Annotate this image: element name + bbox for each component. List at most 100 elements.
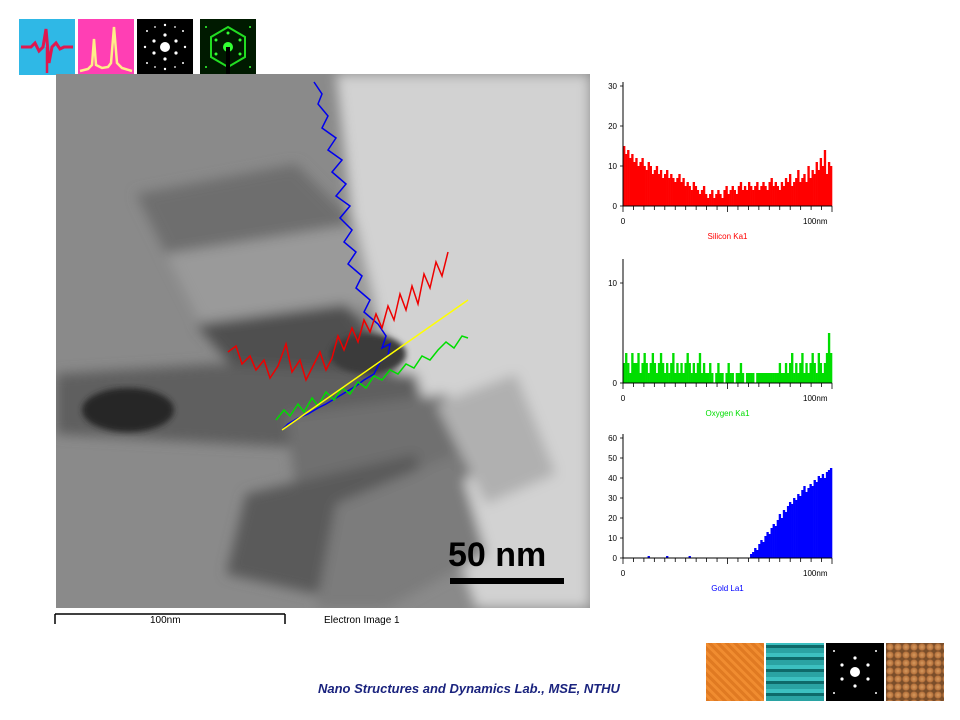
gold-chart-title: Gold La1 bbox=[711, 584, 744, 593]
gold-bar bbox=[772, 524, 775, 558]
silicon-bar bbox=[674, 182, 677, 206]
oxygen-bar bbox=[741, 373, 745, 383]
gold-bar bbox=[817, 476, 821, 558]
gold-bar bbox=[760, 540, 763, 558]
oxygen-bar bbox=[760, 373, 763, 383]
green-diffraction-icon bbox=[200, 19, 256, 75]
oxygen-bar bbox=[641, 363, 644, 383]
oxygen-bar bbox=[668, 373, 671, 383]
silicon-bar bbox=[723, 190, 726, 206]
silicon-bar bbox=[711, 190, 714, 206]
silicon-bar bbox=[768, 182, 771, 206]
gold-bar bbox=[776, 520, 780, 558]
oxygen-bar bbox=[797, 373, 800, 383]
gold-x-tick-label-end: 100nm bbox=[803, 569, 828, 578]
silicon-bar bbox=[776, 186, 780, 206]
oxygen-bar bbox=[772, 373, 775, 383]
gold-y-tick-label: 0 bbox=[613, 554, 618, 563]
gold-bar bbox=[823, 478, 827, 558]
ruler-label: 100nm bbox=[150, 615, 181, 626]
gold-linescan-trace bbox=[281, 81, 391, 431]
diffraction-pattern-icon bbox=[137, 19, 193, 75]
silicon-bar bbox=[715, 194, 718, 206]
silicon-bar bbox=[807, 166, 810, 206]
silicon-bar bbox=[739, 182, 743, 206]
waveform-icon bbox=[19, 19, 75, 75]
silicon-bar bbox=[819, 158, 823, 206]
silicon-bar bbox=[672, 178, 675, 206]
linescan-overlay bbox=[227, 81, 469, 431]
gold-bar bbox=[793, 498, 796, 558]
gold-bar bbox=[754, 548, 757, 558]
oxygen-bar bbox=[776, 373, 780, 383]
silicon-bar bbox=[741, 190, 745, 206]
oxygen-bar bbox=[719, 373, 722, 383]
silicon-bar bbox=[747, 182, 751, 206]
oxygen-bar bbox=[745, 373, 749, 383]
oxygen-bar bbox=[752, 373, 755, 383]
silicon-bar bbox=[788, 174, 792, 206]
oxygen-bar bbox=[643, 353, 646, 383]
silicon-bar bbox=[676, 178, 679, 206]
oxygen-bar bbox=[657, 363, 661, 383]
oxygen-bar bbox=[674, 373, 677, 383]
gold-bar bbox=[825, 472, 829, 558]
oxygen-bar bbox=[813, 363, 816, 383]
silicon-bar bbox=[643, 166, 646, 206]
oxygen-bar bbox=[635, 363, 638, 383]
silicon-bar bbox=[625, 154, 628, 206]
silicon-bar bbox=[725, 186, 728, 206]
oxygen-bar bbox=[809, 363, 812, 383]
silicon-x-tick-label-end: 100nm bbox=[803, 217, 828, 226]
oxygen-bar bbox=[711, 373, 714, 383]
gold-bar bbox=[801, 490, 804, 558]
gold-bar bbox=[782, 510, 786, 558]
silicon-bar bbox=[721, 198, 724, 206]
silicon-bar bbox=[770, 178, 773, 206]
gold-bar bbox=[821, 474, 825, 558]
oxygen-bar bbox=[768, 373, 771, 383]
oxygen-bar bbox=[663, 373, 667, 383]
gold-y-tick-label: 10 bbox=[608, 534, 617, 543]
silicon-bar bbox=[754, 186, 757, 206]
oxygen-bar bbox=[715, 373, 718, 383]
oxygen-bar bbox=[764, 373, 767, 383]
silicon-bar bbox=[702, 186, 706, 206]
gold-bar bbox=[764, 536, 767, 558]
silicon-bar bbox=[782, 186, 786, 206]
oxygen-bar bbox=[766, 373, 769, 383]
silicon-bar bbox=[825, 174, 829, 206]
gold-bar bbox=[774, 526, 777, 558]
gold-bar bbox=[666, 556, 669, 558]
gold-y-tick-label: 30 bbox=[608, 494, 617, 503]
silicon-bar bbox=[666, 170, 669, 206]
nanoparticle-texture-icon bbox=[886, 643, 944, 701]
silicon-y-tick-label: 0 bbox=[613, 202, 618, 211]
silicon-bar bbox=[813, 174, 816, 206]
oxygen-bar bbox=[629, 373, 632, 383]
silicon-chart-title: Silicon Ka1 bbox=[707, 232, 748, 241]
oxygen-bar bbox=[682, 373, 685, 383]
silicon-bar bbox=[772, 186, 775, 206]
gold-bar bbox=[758, 544, 761, 558]
silicon-bar bbox=[709, 194, 712, 206]
silicon-bar bbox=[670, 174, 673, 206]
oxygen-bar bbox=[645, 363, 648, 383]
silicon-bar bbox=[686, 182, 689, 206]
silicon-bar bbox=[694, 186, 698, 206]
gold-bar bbox=[752, 552, 755, 558]
silicon-bar bbox=[750, 186, 753, 206]
oxygen-bar bbox=[758, 373, 761, 383]
oxygen-bar bbox=[655, 373, 659, 383]
silicon-bar bbox=[829, 166, 833, 206]
gold-bar bbox=[811, 486, 814, 558]
gold-bar bbox=[791, 504, 794, 558]
electron-micrograph bbox=[56, 74, 590, 608]
oxygen-bar bbox=[815, 373, 818, 383]
oxygen-x-tick-label-start: 0 bbox=[621, 394, 626, 403]
oxygen-x-tick-label-end: 100nm bbox=[803, 394, 828, 403]
silicon-bar bbox=[698, 194, 702, 206]
oxygen-bar bbox=[821, 373, 825, 383]
silicon-bar bbox=[780, 182, 784, 206]
oxygen-bar bbox=[676, 363, 679, 383]
